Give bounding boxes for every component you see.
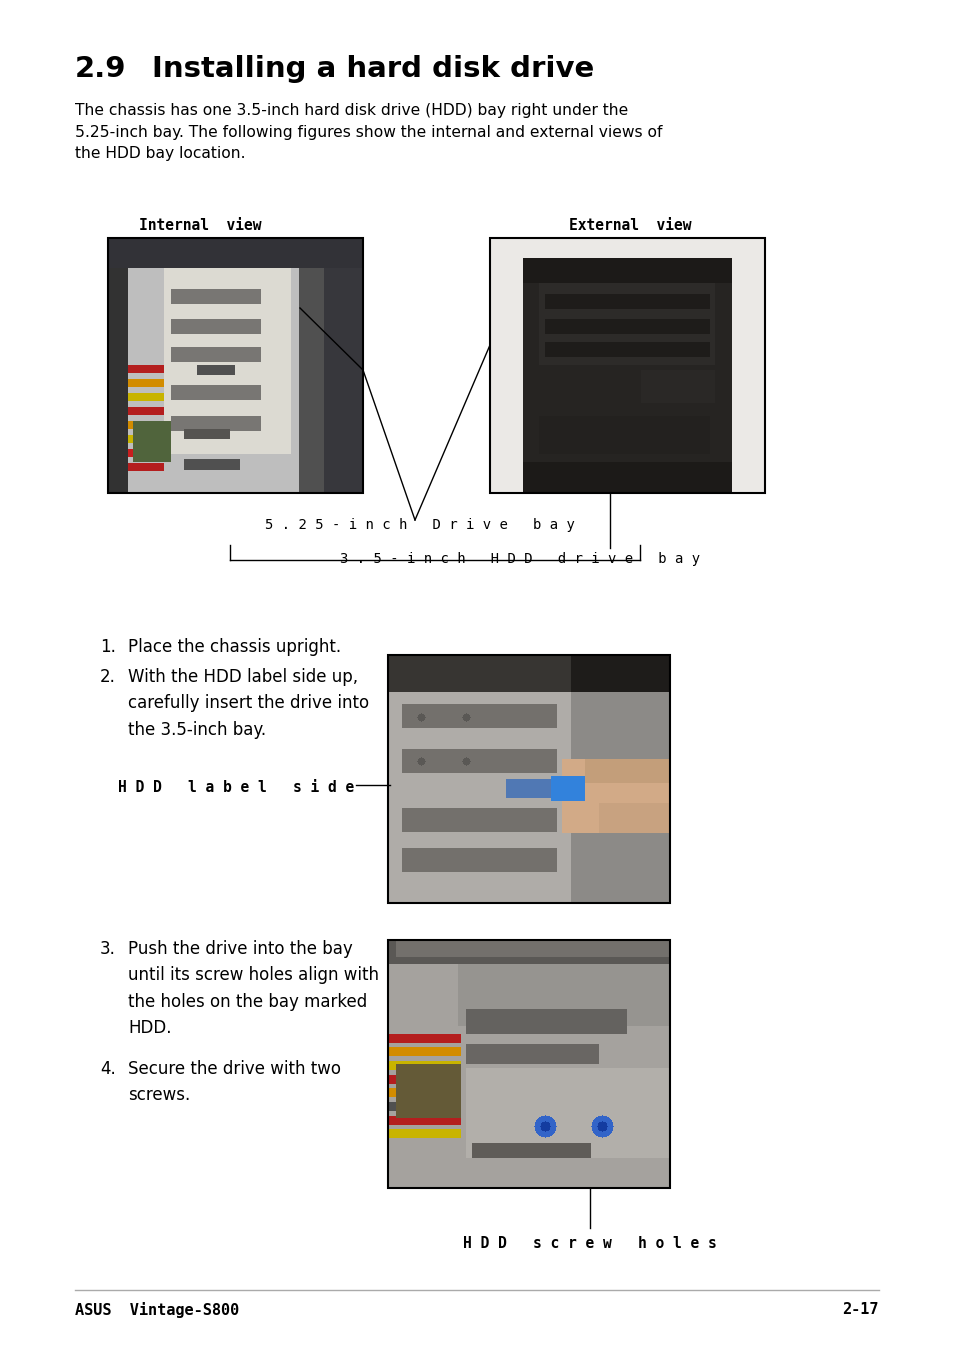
Text: Push the drive into the bay
until its screw holes align with
the holes on the ba: Push the drive into the bay until its sc… (128, 940, 378, 1038)
Text: 2.: 2. (100, 667, 115, 686)
Text: Installing a hard disk drive: Installing a hard disk drive (152, 55, 594, 82)
Text: 3.: 3. (100, 940, 115, 958)
Bar (490, 238, 764, 493)
Text: The chassis has one 3.5-inch hard disk drive (HDD) bay right under the
5.25-inch: The chassis has one 3.5-inch hard disk d… (75, 103, 661, 161)
Text: Place the chassis upright.: Place the chassis upright. (128, 638, 341, 657)
Text: H D D   s c r e w   h o l e s: H D D s c r e w h o l e s (462, 1236, 716, 1251)
Text: With the HDD label side up,
carefully insert the drive into
the 3.5-inch bay.: With the HDD label side up, carefully in… (128, 667, 369, 739)
Text: ASUS  Vintage-S800: ASUS Vintage-S800 (75, 1302, 239, 1319)
Text: 3 . 5 - i n c h   H D D   d r i v e   b a y: 3 . 5 - i n c h H D D d r i v e b a y (339, 553, 700, 566)
Bar (388, 940, 669, 1188)
Text: 4.: 4. (100, 1061, 115, 1078)
Text: Internal  view: Internal view (138, 218, 261, 232)
Text: External  view: External view (568, 218, 691, 232)
Text: 2.9: 2.9 (75, 55, 127, 82)
Bar (108, 238, 363, 493)
Text: 2-17: 2-17 (841, 1302, 878, 1317)
Text: H D D   l a b e l   s i d e: H D D l a b e l s i d e (117, 780, 354, 794)
Text: 5 . 2 5 - i n c h   D r i v e   b a y: 5 . 2 5 - i n c h D r i v e b a y (265, 517, 575, 532)
Text: Secure the drive with two
screws.: Secure the drive with two screws. (128, 1061, 340, 1104)
Text: 1.: 1. (100, 638, 115, 657)
Bar (388, 655, 669, 902)
